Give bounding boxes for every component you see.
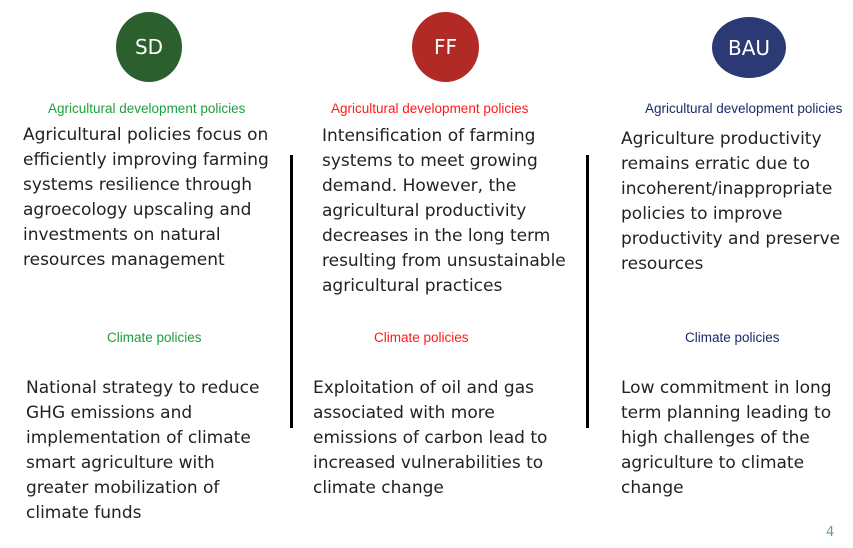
- sd-climate-heading: Climate policies: [107, 330, 202, 345]
- bau-badge: BAU: [712, 17, 786, 78]
- page-number: 4: [826, 525, 835, 540]
- sd-badge: SD: [116, 12, 182, 82]
- ff-climate-heading: Climate policies: [374, 330, 469, 345]
- sd-agri-text: Agricultural policies focus on efficient…: [23, 125, 269, 270]
- bau-climate-heading: Climate policies: [685, 330, 780, 345]
- sd-climate-text: National strategy to reduce GHG emission…: [26, 378, 260, 523]
- divider-1: [290, 155, 293, 428]
- divider-2: [586, 155, 589, 428]
- sd-agri-heading: Agricultural development policies: [48, 101, 246, 116]
- ff-agri-heading: Agricultural development policies: [331, 101, 529, 116]
- ff-agri-text: Intensification of farming systems to me…: [322, 126, 566, 296]
- bau-climate-text: Low commitment in long term planning lea…: [621, 378, 832, 498]
- bau-agri-text: Agriculture productivity remains erratic…: [621, 129, 841, 274]
- ff-badge: FF: [412, 12, 479, 82]
- ff-climate-text: Exploitation of oil and gas associated w…: [313, 378, 548, 498]
- bau-agri-heading: Agricultural development policies: [645, 101, 843, 116]
